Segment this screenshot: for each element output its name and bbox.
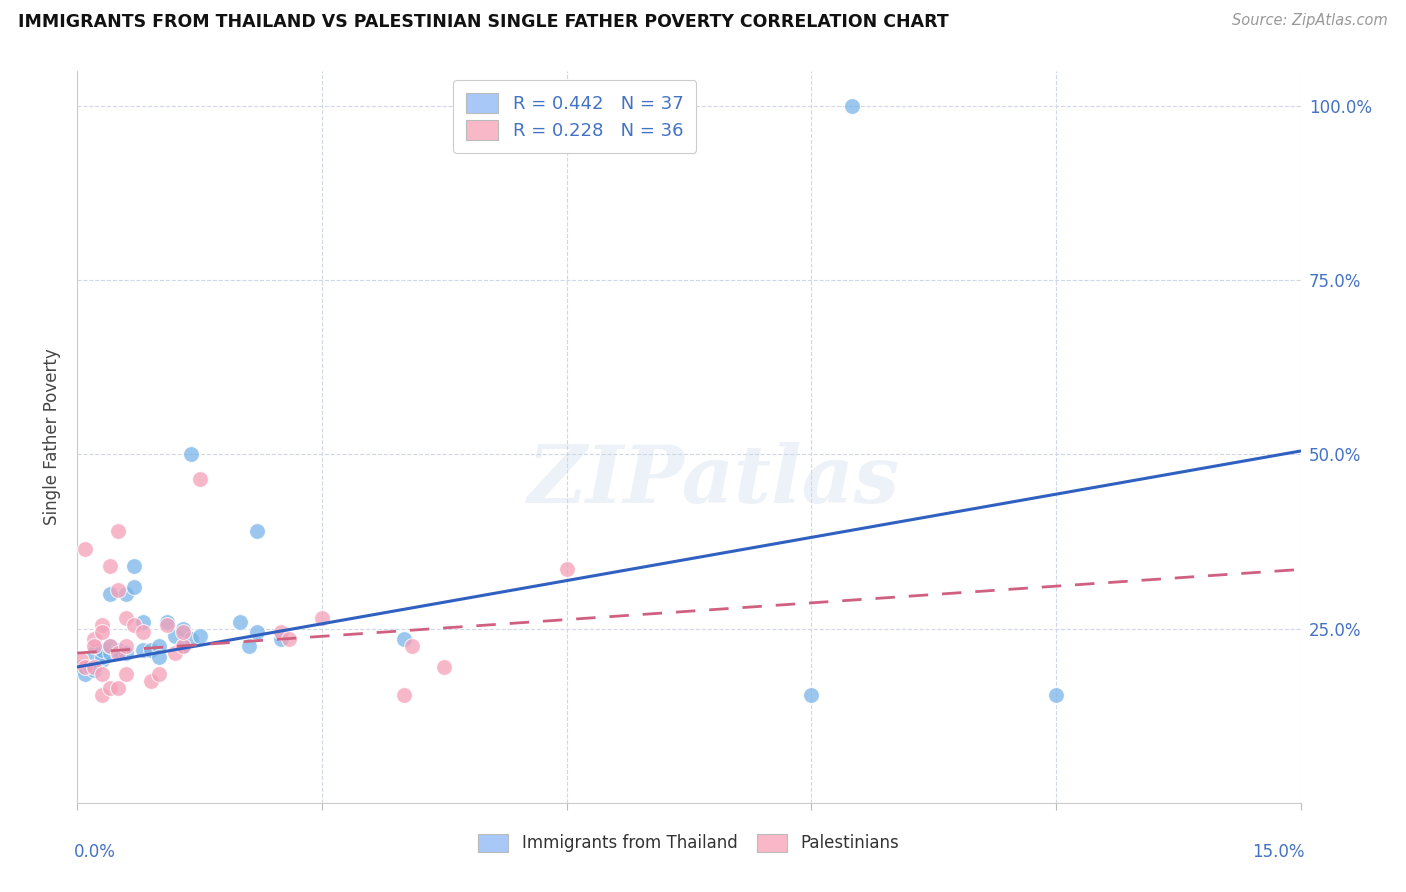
- Legend: Immigrants from Thailand, Palestinians: Immigrants from Thailand, Palestinians: [467, 822, 911, 864]
- Point: [107, 681, 129, 695]
- Point: [98, 681, 121, 695]
- Point: [238, 639, 260, 653]
- Point: [90, 618, 112, 632]
- Point: [148, 649, 170, 664]
- Point: [172, 639, 194, 653]
- Point: [98, 558, 121, 573]
- Point: [180, 448, 202, 462]
- Point: [188, 472, 211, 486]
- Point: [246, 524, 269, 538]
- Point: [156, 615, 179, 629]
- Point: [148, 667, 170, 681]
- Point: [98, 646, 121, 660]
- Point: [83, 664, 105, 678]
- Point: [131, 625, 153, 640]
- Text: 15.0%: 15.0%: [1251, 843, 1305, 861]
- Point: [90, 653, 112, 667]
- Text: 0.0%: 0.0%: [73, 843, 115, 861]
- Point: [83, 646, 105, 660]
- Point: [139, 673, 162, 688]
- Point: [270, 632, 292, 646]
- Point: [115, 639, 138, 653]
- Point: [70, 653, 93, 667]
- Point: [433, 660, 456, 674]
- Point: [90, 642, 112, 657]
- Point: [115, 667, 138, 681]
- Point: [107, 583, 129, 598]
- Point: [115, 646, 138, 660]
- Point: [278, 632, 301, 646]
- Point: [90, 667, 112, 681]
- Point: [90, 688, 112, 702]
- Point: [172, 622, 194, 636]
- Point: [392, 632, 415, 646]
- Point: [98, 639, 121, 653]
- Point: [75, 660, 97, 674]
- Point: [124, 580, 146, 594]
- Point: [115, 587, 138, 601]
- Point: [98, 639, 121, 653]
- Point: [270, 625, 292, 640]
- Point: [229, 615, 252, 629]
- Y-axis label: Single Father Poverty: Single Father Poverty: [44, 349, 62, 525]
- Point: [124, 558, 146, 573]
- Point: [139, 642, 162, 657]
- Point: [98, 587, 121, 601]
- Point: [180, 632, 202, 646]
- Point: [311, 611, 333, 625]
- Point: [107, 646, 129, 660]
- Point: [172, 639, 194, 653]
- Text: IMMIGRANTS FROM THAILAND VS PALESTINIAN SINGLE FATHER POVERTY CORRELATION CHART: IMMIGRANTS FROM THAILAND VS PALESTINIAN …: [18, 13, 949, 31]
- Point: [83, 632, 105, 646]
- Point: [800, 688, 823, 702]
- Point: [107, 524, 129, 538]
- Point: [107, 642, 129, 657]
- Text: ZIPatlas: ZIPatlas: [527, 442, 900, 520]
- Point: [392, 688, 415, 702]
- Point: [555, 562, 578, 576]
- Point: [246, 625, 269, 640]
- Point: [124, 618, 146, 632]
- Point: [172, 625, 194, 640]
- Point: [1045, 688, 1067, 702]
- Point: [148, 639, 170, 653]
- Point: [115, 611, 138, 625]
- Point: [90, 649, 112, 664]
- Point: [131, 642, 153, 657]
- Point: [841, 99, 863, 113]
- Point: [107, 646, 129, 660]
- Point: [131, 615, 153, 629]
- Point: [83, 660, 105, 674]
- Point: [165, 646, 187, 660]
- Point: [165, 629, 187, 643]
- Point: [401, 639, 423, 653]
- Point: [188, 629, 211, 643]
- Point: [83, 639, 105, 653]
- Point: [70, 660, 93, 674]
- Point: [79, 660, 101, 674]
- Point: [75, 667, 97, 681]
- Point: [75, 541, 97, 556]
- Text: Source: ZipAtlas.com: Source: ZipAtlas.com: [1232, 13, 1388, 29]
- Point: [156, 618, 179, 632]
- Point: [90, 625, 112, 640]
